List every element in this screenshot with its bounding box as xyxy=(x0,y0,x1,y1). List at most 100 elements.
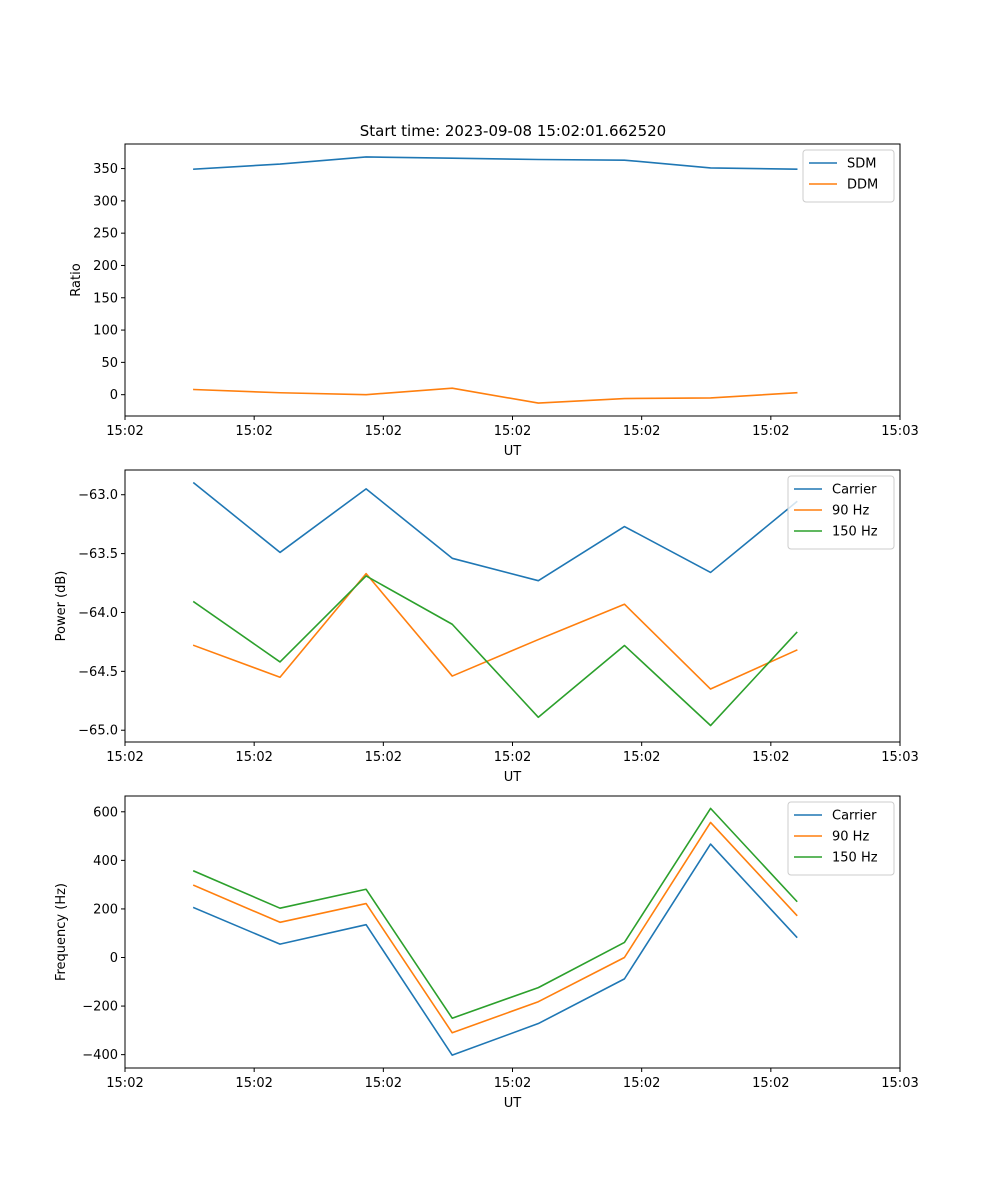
data-point xyxy=(193,388,195,390)
x-tick-label: 15:02 xyxy=(235,1076,272,1091)
x-tick-label: 15:03 xyxy=(881,750,918,765)
data-point xyxy=(279,921,281,923)
data-point xyxy=(795,392,797,394)
x-tick-label: 15:02 xyxy=(106,424,143,439)
x-tick-label: 15:02 xyxy=(623,424,660,439)
y-tick-label: 600 xyxy=(93,805,118,820)
data-point xyxy=(279,551,281,553)
data-point xyxy=(451,1032,453,1034)
data-point xyxy=(193,601,195,603)
x-axis-label: UT xyxy=(504,1096,522,1111)
data-point xyxy=(623,644,625,646)
series-line-ddm xyxy=(193,387,798,404)
x-tick-label: 15:02 xyxy=(365,1076,402,1091)
y-tick-label: 350 xyxy=(93,162,118,177)
data-point xyxy=(365,488,367,490)
data-point xyxy=(795,914,797,916)
chart-panel-3: 15:02 15:02 15:02 15:02 15:02 15:02 15:03 600 40… xyxy=(54,795,919,1111)
y-tick-label: −63.0 xyxy=(78,488,118,503)
data-point xyxy=(279,676,281,678)
legend: Carrier 90 Hz 150 Hz xyxy=(787,801,895,876)
data-point xyxy=(279,661,281,663)
chart-panel-2: 15:02 15:02 15:02 15:02 15:02 15:02 15:03 −63.0… xyxy=(54,469,919,785)
data-point xyxy=(623,978,625,980)
series-line-150-hz xyxy=(192,807,798,1020)
x-tick-label: 15:02 xyxy=(106,1076,143,1091)
y-tick-label: −200 xyxy=(82,1000,118,1015)
x-axis-label: UT xyxy=(504,444,522,459)
x-tick-label: 15:03 xyxy=(881,424,918,439)
x-tick-label: 15:02 xyxy=(752,1076,789,1091)
series-line-90-hz xyxy=(192,821,798,1034)
legend: Carrier 90 Hz 150 Hz xyxy=(787,475,895,550)
data-point xyxy=(623,941,625,943)
x-tick-label: 15:02 xyxy=(235,424,272,439)
data-point xyxy=(537,402,539,404)
data-point xyxy=(451,1054,453,1056)
data-point xyxy=(451,623,453,625)
data-point xyxy=(365,575,367,577)
series-line-carrier xyxy=(192,481,798,582)
x-tick-label: 15:02 xyxy=(365,750,402,765)
data-point xyxy=(193,644,195,646)
data-point xyxy=(795,649,797,651)
data-point xyxy=(193,482,195,484)
data-point xyxy=(537,579,539,581)
data-point xyxy=(451,1017,453,1019)
data-point xyxy=(279,907,281,909)
figure-title: Start time: 2023-09-08 15:02:01.662520 xyxy=(360,122,666,140)
data-point xyxy=(365,888,367,890)
y-tick-label: 200 xyxy=(93,902,118,917)
chart-panel-1: 15:02 15:02 15:02 15:02 15:02 15:02 15:03 350 30… xyxy=(69,143,919,459)
y-axis-label: Power (dB) xyxy=(54,571,69,642)
data-point xyxy=(623,525,625,527)
x-tick-label: 15:02 xyxy=(235,750,272,765)
data-point xyxy=(365,156,367,158)
y-axis-label: Frequency (Hz) xyxy=(54,883,69,981)
data-point xyxy=(709,397,711,399)
data-point xyxy=(279,163,281,165)
y-tick-label: 200 xyxy=(93,259,118,274)
data-point xyxy=(279,943,281,945)
data-point xyxy=(709,571,711,573)
data-point xyxy=(537,986,539,988)
y-tick-label: 0 xyxy=(110,951,118,966)
data-point xyxy=(537,1001,539,1003)
data-point xyxy=(451,675,453,677)
legend-label: SDM xyxy=(847,157,876,172)
data-point xyxy=(193,907,195,909)
x-tick-label: 15:02 xyxy=(365,424,402,439)
x-tick-label: 15:03 xyxy=(881,1076,918,1091)
x-tick-label: 15:02 xyxy=(623,1076,660,1091)
legend-label: DDM xyxy=(847,178,878,193)
data-point xyxy=(537,158,539,160)
series-line-sdm xyxy=(193,156,798,171)
data-point xyxy=(193,168,195,170)
x-tick-label: 15:02 xyxy=(494,424,531,439)
y-tick-label: −400 xyxy=(82,1048,118,1063)
y-tick-label: 250 xyxy=(93,227,118,242)
data-point xyxy=(279,392,281,394)
data-point xyxy=(623,159,625,161)
x-tick-label: 15:02 xyxy=(494,750,531,765)
data-point xyxy=(623,397,625,399)
data-point xyxy=(623,956,625,958)
data-point xyxy=(709,688,711,690)
data-point xyxy=(537,1022,539,1024)
x-tick-label: 15:02 xyxy=(106,750,143,765)
data-point xyxy=(193,884,195,886)
y-tick-label: −63.5 xyxy=(78,547,118,562)
data-point xyxy=(795,631,797,633)
y-tick-label: 400 xyxy=(93,854,118,869)
data-point xyxy=(795,168,797,170)
data-point xyxy=(193,870,195,872)
data-point xyxy=(537,638,539,640)
series-line-150-hz xyxy=(192,575,798,727)
legend-label: 90 Hz xyxy=(832,830,869,845)
legend-label: 150 Hz xyxy=(832,851,878,866)
x-tick-label: 15:02 xyxy=(494,1076,531,1091)
data-point xyxy=(709,724,711,726)
data-point xyxy=(795,900,797,902)
x-tick-label: 15:02 xyxy=(752,424,789,439)
